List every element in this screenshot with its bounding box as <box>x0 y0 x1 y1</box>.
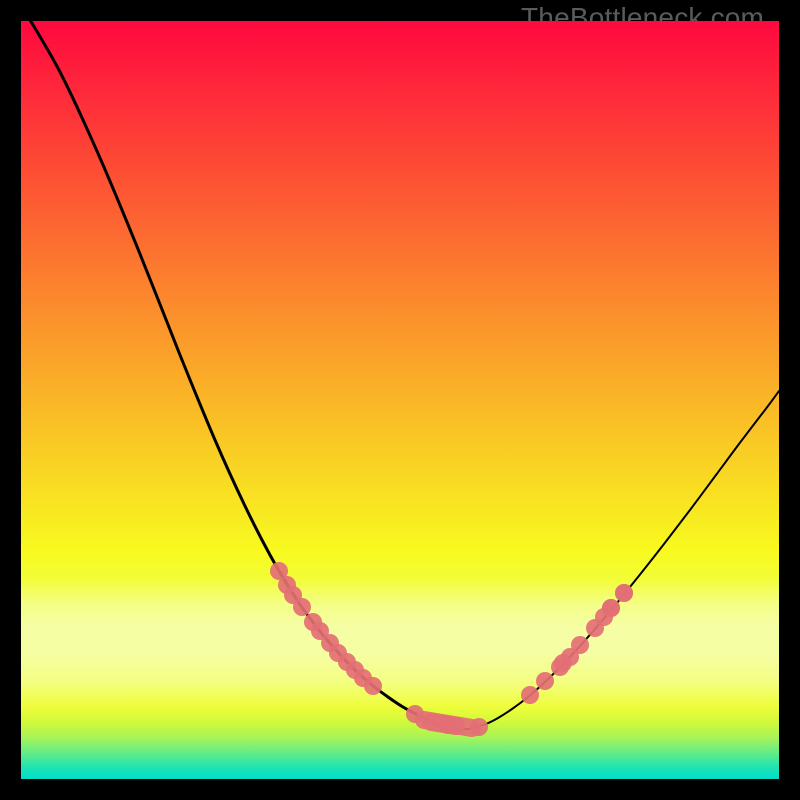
plot-area <box>21 21 779 779</box>
marker-dot <box>521 686 539 704</box>
marker-dot <box>321 634 339 652</box>
chart-svg <box>21 21 779 779</box>
marker-layer <box>270 562 633 737</box>
marker-dot <box>284 586 302 604</box>
curve-left <box>21 21 461 729</box>
curve-right <box>461 391 779 729</box>
marker-dot <box>536 672 554 690</box>
marker-dot <box>602 599 620 617</box>
marker-dot <box>561 648 579 666</box>
marker-dot <box>615 584 633 602</box>
marker-dot <box>406 705 424 723</box>
marker-dot <box>470 718 488 736</box>
marker-dot <box>586 619 604 637</box>
marker-dot <box>354 669 372 687</box>
marker-dot <box>439 716 457 734</box>
